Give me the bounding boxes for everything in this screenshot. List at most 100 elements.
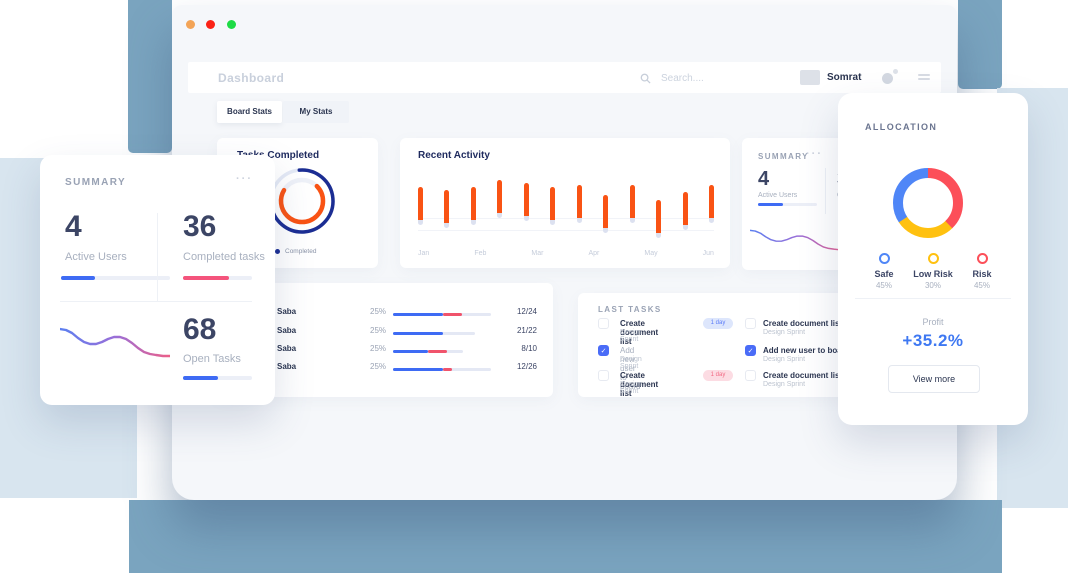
minimize-dot[interactable] <box>186 20 195 29</box>
allocation-card: ALLOCATION Safe 45% Low Risk 30% Risk 45… <box>838 93 1028 425</box>
divider <box>60 301 252 302</box>
task-badge: 1 day <box>703 370 733 381</box>
divider <box>157 213 158 301</box>
hamburger-menu-icon[interactable] <box>918 74 930 82</box>
task-checkbox[interactable] <box>745 318 756 329</box>
table-row: Saba 25% 21/22 <box>215 326 553 345</box>
progress-fill <box>61 276 95 280</box>
stat-value: 36 <box>183 210 217 243</box>
card-title: Tasks Completed <box>237 150 320 161</box>
view-more-button[interactable]: View more <box>888 365 980 393</box>
search-input[interactable] <box>659 71 783 85</box>
profit-value: +35.2% <box>902 331 964 350</box>
table-row: Saba 25% 12/24 <box>215 307 553 326</box>
row-name: Saba <box>277 362 297 371</box>
card-title: SUMMARY <box>758 152 809 161</box>
donut-legend: Completed <box>275 248 316 255</box>
legend-item-risk: Risk 45% <box>960 253 1004 290</box>
activity-bar <box>683 192 688 230</box>
more-options-icon[interactable]: ··· <box>236 173 253 185</box>
stat-value: 4 <box>65 210 82 243</box>
trend-sparkline <box>60 327 170 358</box>
task-title: Add new user to board <box>763 346 850 355</box>
zoom-dot[interactable] <box>226 20 236 29</box>
notifications-icon[interactable] <box>882 69 898 85</box>
stat-label: Completed tasks <box>183 251 265 263</box>
tasks-donut-chart <box>269 168 335 234</box>
recent-activity-card: Recent Activity Jan Feb Mar Apr May Jun <box>400 138 730 268</box>
more-options-icon[interactable]: ··· <box>806 148 823 160</box>
row-name: Saba <box>277 326 297 335</box>
row-percent: 25% <box>370 307 387 316</box>
task-checkbox[interactable] <box>598 370 609 381</box>
legend-percent: 45% <box>973 281 990 290</box>
row-name: Saba <box>277 344 297 353</box>
activity-bar <box>603 195 608 233</box>
window-controls <box>186 16 243 34</box>
row-date: 21/22 <box>516 326 537 335</box>
avatar[interactable] <box>800 70 820 85</box>
legend-item-safe: Safe 45% <box>862 253 906 290</box>
decor-band-right <box>958 0 1002 89</box>
legend-dot-low-risk <box>927 253 939 264</box>
tab-my-stats[interactable]: My Stats <box>283 101 349 123</box>
legend-percent: 30% <box>924 281 941 290</box>
x-label: Jun <box>702 250 714 257</box>
legend-label: Completed <box>285 248 317 255</box>
row-bar-blue <box>393 350 428 353</box>
legend-label: Risk <box>972 269 992 279</box>
progress-track <box>61 276 170 280</box>
stat-label: Active Users <box>65 251 127 263</box>
gridline <box>418 230 714 231</box>
search-icon <box>640 73 651 84</box>
task-subtitle: Design Sprint <box>763 329 806 336</box>
search-box[interactable] <box>640 69 820 87</box>
card-title: LAST TASKS <box>598 305 662 314</box>
close-dot[interactable] <box>206 20 216 29</box>
activity-bar <box>656 200 661 238</box>
activity-bar <box>418 187 423 225</box>
bell-icon <box>882 73 893 84</box>
progress-track <box>758 203 817 206</box>
row-date: 12/24 <box>516 307 537 316</box>
task-title: Create document list <box>763 319 843 328</box>
x-label: Mar <box>531 250 544 257</box>
row-percent: 25% <box>370 344 387 353</box>
user-name[interactable]: Somrat <box>827 72 862 83</box>
activity-bar <box>497 180 502 218</box>
task-checkbox[interactable] <box>745 370 756 381</box>
task-checkbox[interactable]: ✓ <box>598 345 609 356</box>
activity-bar <box>709 185 714 223</box>
tab-board-stats[interactable]: Board Stats <box>217 101 282 123</box>
task-subtitle: Design Sprint <box>620 356 642 370</box>
row-date: 12/26 <box>516 362 537 371</box>
row-percent: 25% <box>370 362 387 371</box>
legend-label: Safe <box>874 269 894 279</box>
x-label: Apr <box>588 250 600 257</box>
row-bar-red <box>443 368 452 371</box>
profit-label: Profit <box>922 317 944 327</box>
legend-dot-safe <box>878 253 890 264</box>
x-axis-labels: Jan Feb Mar Apr May Jun <box>418 250 714 257</box>
stat-value: 4 <box>758 168 770 190</box>
task-checkbox[interactable] <box>598 318 609 329</box>
summary-card-floating: SUMMARY ··· 4 Active Users 36 Completed … <box>40 155 275 405</box>
stat-value: 68 <box>183 313 217 346</box>
divider <box>825 168 826 214</box>
row-bar-red <box>443 313 462 316</box>
row-name: Saba <box>277 307 297 316</box>
task-checkbox[interactable]: ✓ <box>745 345 756 356</box>
laptop-base <box>129 500 1002 573</box>
page-title: Dashboard <box>218 71 285 85</box>
activity-bar <box>471 187 476 225</box>
row-date: 8/10 <box>521 344 537 353</box>
activity-bar <box>524 183 529 221</box>
stat-label: Active Users <box>758 192 798 199</box>
row-bar-blue <box>393 313 443 316</box>
legend-item-low-risk: Low Risk 30% <box>910 253 956 290</box>
row-bar-blue <box>393 368 443 371</box>
task-subtitle: Design Sprint <box>620 381 642 395</box>
legend-label: Low Risk <box>913 269 953 279</box>
stat-label: Open Tasks <box>183 353 241 365</box>
top-header: Dashboard Somrat <box>188 62 941 93</box>
